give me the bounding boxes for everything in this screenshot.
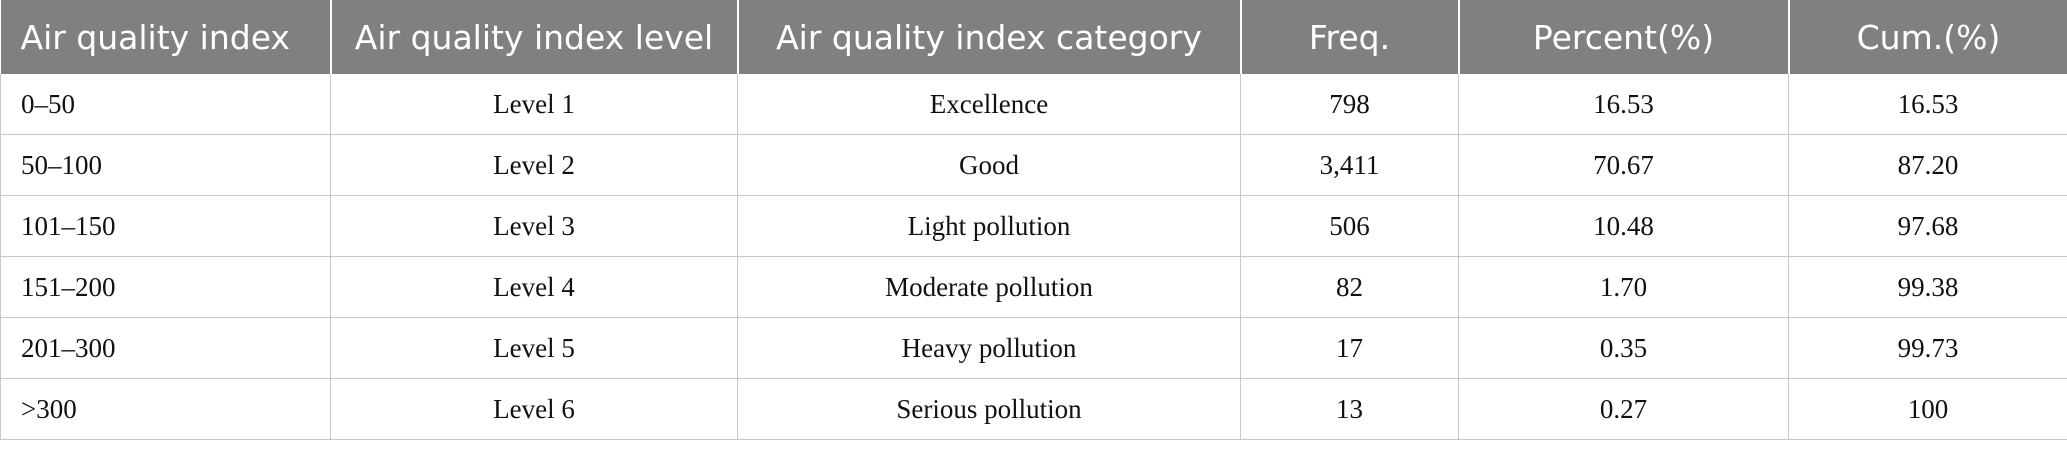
header-cumulative: Cum.(%) <box>1788 0 2067 74</box>
cell-aqi-range: 50–100 <box>0 134 331 196</box>
cell-percent: 1.70 <box>1458 256 1789 318</box>
cell-cumulative: 100 <box>1788 378 2067 440</box>
cell-cumulative: 87.20 <box>1788 134 2067 196</box>
cell-percent: 70.67 <box>1458 134 1789 196</box>
cell-aqi-level: Level 3 <box>330 195 738 257</box>
cell-aqi-level: Level 1 <box>330 74 738 135</box>
cell-percent: 0.27 <box>1458 378 1789 440</box>
cell-aqi-level: Level 4 <box>330 256 738 318</box>
table-body: 0–50 Level 1 Excellence 798 16.53 16.53 … <box>0 74 2067 440</box>
cell-frequency: 82 <box>1240 256 1459 318</box>
cell-percent: 10.48 <box>1458 195 1789 257</box>
cell-percent: 0.35 <box>1458 317 1789 379</box>
header-air-quality-index: Air quality index <box>0 0 332 74</box>
cell-aqi-range: 151–200 <box>0 256 331 318</box>
cell-aqi-category: Light pollution <box>737 195 1241 257</box>
table-row: 151–200 Level 4 Moderate pollution 82 1.… <box>0 256 2067 318</box>
cell-frequency: 3,411 <box>1240 134 1459 196</box>
cell-frequency: 17 <box>1240 317 1459 379</box>
cell-cumulative: 16.53 <box>1788 74 2067 135</box>
header-aqi-level: Air quality index level <box>330 0 739 74</box>
cell-frequency: 798 <box>1240 74 1459 135</box>
table-row: 101–150 Level 3 Light pollution 506 10.4… <box>0 195 2067 257</box>
header-frequency: Freq. <box>1240 0 1460 74</box>
cell-aqi-range: 101–150 <box>0 195 331 257</box>
cell-frequency: 506 <box>1240 195 1459 257</box>
cell-aqi-category: Serious pollution <box>737 378 1241 440</box>
cell-cumulative: 97.68 <box>1788 195 2067 257</box>
cell-aqi-range: 0–50 <box>0 74 331 135</box>
cell-aqi-level: Level 5 <box>330 317 738 379</box>
cell-frequency: 13 <box>1240 378 1459 440</box>
cell-aqi-category: Good <box>737 134 1241 196</box>
cell-aqi-range: 201–300 <box>0 317 331 379</box>
cell-percent: 16.53 <box>1458 74 1789 135</box>
cell-aqi-category: Heavy pollution <box>737 317 1241 379</box>
header-row: Air quality index Air quality index leve… <box>0 0 2067 74</box>
table-header: Air quality index Air quality index leve… <box>0 0 2067 74</box>
table-row: 50–100 Level 2 Good 3,411 70.67 87.20 <box>0 134 2067 196</box>
header-aqi-category: Air quality index category <box>737 0 1242 74</box>
table-row: >300 Level 6 Serious pollution 13 0.27 1… <box>0 378 2067 440</box>
cell-cumulative: 99.73 <box>1788 317 2067 379</box>
aqi-frequency-table: Air quality index Air quality index leve… <box>0 0 2067 440</box>
aqi-table-container: Air quality index Air quality index leve… <box>0 0 2067 440</box>
cell-aqi-level: Level 6 <box>330 378 738 440</box>
cell-aqi-category: Moderate pollution <box>737 256 1241 318</box>
table-row: 201–300 Level 5 Heavy pollution 17 0.35 … <box>0 317 2067 379</box>
cell-cumulative: 99.38 <box>1788 256 2067 318</box>
header-percent: Percent(%) <box>1458 0 1790 74</box>
cell-aqi-category: Excellence <box>737 74 1241 135</box>
cell-aqi-range: >300 <box>0 378 331 440</box>
cell-aqi-level: Level 2 <box>330 134 738 196</box>
table-row: 0–50 Level 1 Excellence 798 16.53 16.53 <box>0 74 2067 135</box>
